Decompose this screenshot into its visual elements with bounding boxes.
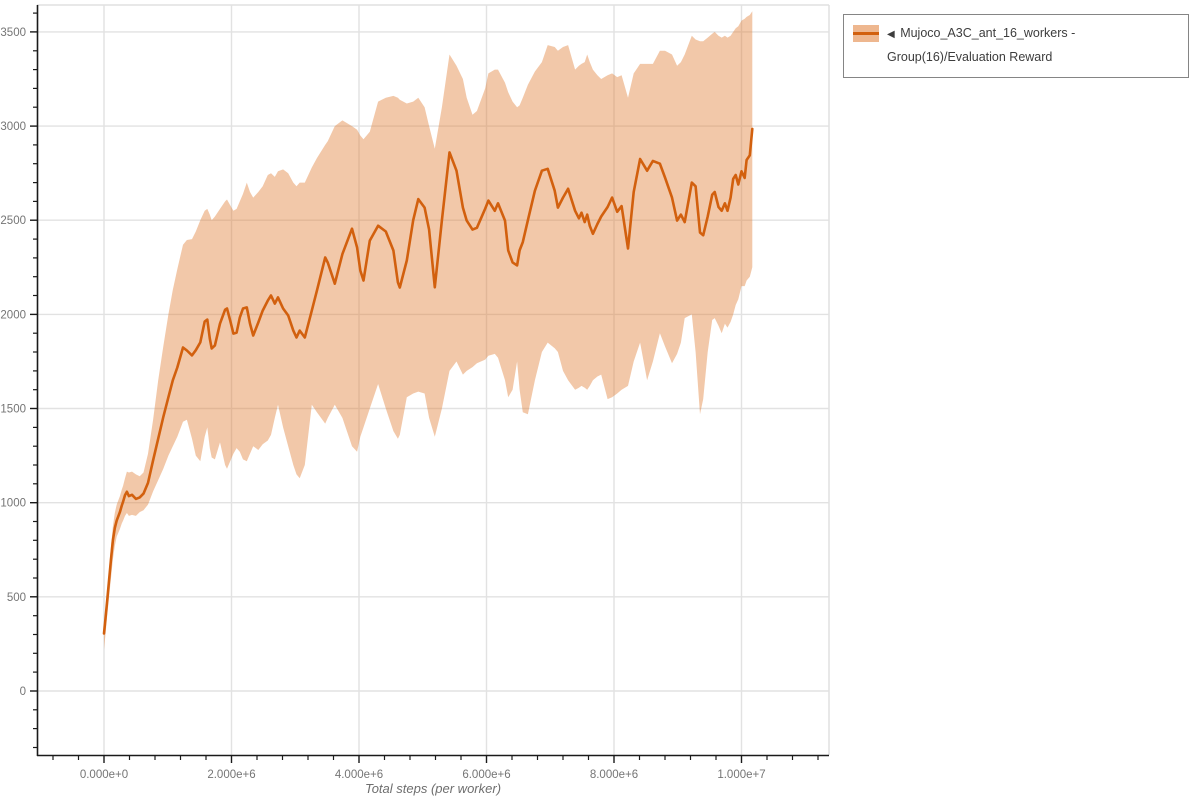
- x-tick-label: 0.000e+0: [80, 769, 128, 781]
- x-tick-label: 6.000e+6: [462, 769, 510, 781]
- x-tick-label: 1.000e+7: [717, 769, 765, 781]
- y-tick-label: 2500: [0, 215, 26, 227]
- legend-item[interactable]: ◀ Mujoco_A3C_ant_16_workers - Group(16)/…: [843, 14, 1189, 78]
- series-line: [102, 127, 754, 635]
- y-tick-label: 3000: [0, 121, 26, 133]
- legend-line-swatch: [853, 32, 879, 35]
- y-tick-label: 500: [7, 592, 26, 604]
- x-tick-label: 4.000e+6: [335, 769, 383, 781]
- y-tick-label: 3500: [0, 27, 26, 39]
- x-tick-label: 8.000e+6: [590, 769, 638, 781]
- legend-label-text: Mujoco_A3C_ant_16_workers - Group(16)/Ev…: [887, 26, 1076, 64]
- y-tick-label: 0: [20, 686, 26, 698]
- collapse-left-icon: ◀: [887, 29, 897, 40]
- y-tick-label: 1500: [0, 404, 26, 416]
- y-tick-label: 1000: [0, 498, 26, 510]
- x-tick-label: 2.000e+6: [207, 769, 255, 781]
- legend-series-label: ◀ Mujoco_A3C_ant_16_workers - Group(16)/…: [887, 22, 1178, 70]
- y-tick-label: 2000: [0, 309, 26, 321]
- x-axis-title: Total steps (per worker): [364, 781, 502, 796]
- confidence-band: [104, 11, 753, 650]
- legend-series-swatch: [853, 25, 879, 42]
